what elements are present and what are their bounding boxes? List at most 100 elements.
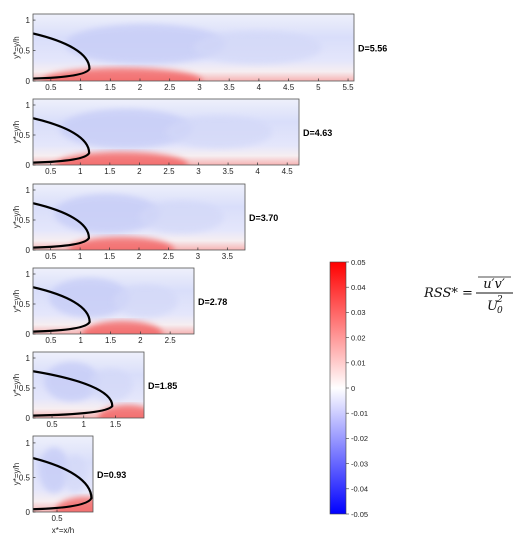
equation-denominator: U <box>487 299 499 314</box>
recirculation-contour <box>33 117 91 164</box>
y-axis-label: y*=y/h <box>12 290 21 312</box>
y-tick-label: 0 <box>26 246 31 255</box>
x-tick-label: 2 <box>137 252 142 261</box>
x-tick-label: 5 <box>316 83 321 92</box>
y-tick-label: 0.5 <box>19 216 31 225</box>
negative-stress-region <box>65 24 226 65</box>
y-tick-label: 0 <box>26 414 31 423</box>
x-tick-label: 0.5 <box>45 336 57 345</box>
colorbar-tick-label: -0.01 <box>351 409 368 418</box>
colorbar-tick-label: 0.03 <box>351 308 366 317</box>
y-axis-label: y*=y/h <box>12 463 21 485</box>
x-tick-label: 1.5 <box>105 83 117 92</box>
colorbar: 0.05 0.04 0.03 0.02 0.01 0 -0.01 -0.02 -0.03 -0.0… <box>329 258 368 519</box>
y-tick-label: 1 <box>26 270 31 279</box>
recirculation-contour <box>33 286 91 333</box>
y-axis-label: y*=y/h <box>12 121 21 143</box>
axes-frame <box>32 435 94 513</box>
negative-stress-region <box>139 200 224 234</box>
negative-stress-region <box>49 277 130 318</box>
panel-463: 0.5 1 1.5 2 2.5 3 3.5 4 4.5 0 0.5 1 y*=y/h D=4.63 <box>12 98 332 176</box>
y-tick-label: 1 <box>26 16 31 25</box>
x-tick-label: 0.5 <box>45 167 57 176</box>
positive-stress-region <box>41 67 203 81</box>
rss-equation: RSS* = u′v′ U 02 <box>423 276 513 316</box>
equation-denominator-subscript: 0 <box>497 306 503 316</box>
x-tick-label: 4 <box>257 83 262 92</box>
y-tick-label: 0.5 <box>19 131 31 140</box>
axes-frame <box>32 13 355 82</box>
x-tick-label: 2.5 <box>164 83 176 92</box>
x-tick-label: 4 <box>255 167 260 176</box>
x-tick-label: 2.5 <box>163 167 175 176</box>
x-tick-label: 2.5 <box>165 336 177 345</box>
y-axis-label: y*=y/h <box>12 374 21 396</box>
x-tick-label: 2 <box>138 336 143 345</box>
x-tick-label: 4.5 <box>282 167 294 176</box>
negative-stress-region <box>113 284 178 318</box>
y-tick-label: 0.5 <box>19 47 31 56</box>
x-tick-label: 3 <box>196 167 201 176</box>
x-tick-label: 0.5 <box>45 83 57 92</box>
panel-185: 0.5 1 1.5 0 0.5 1 y*=y/h D=1.85 <box>12 351 177 429</box>
x-tick-label: 1.5 <box>105 336 117 345</box>
negative-stress-region <box>166 115 273 149</box>
colorbar-tick-label: 0.05 <box>351 258 366 267</box>
x-tick-label: 3 <box>196 252 201 261</box>
x-tick-label: 3.5 <box>224 83 236 92</box>
x-tick-label: 1 <box>78 252 83 261</box>
recirculation-contour <box>33 457 93 511</box>
depth-label: D=1.85 <box>148 381 177 391</box>
panel-278: 0.5 1 1.5 2 2.5 0 0.5 1 y*=y/h D=2.78 <box>12 267 227 345</box>
positive-stress-region <box>68 236 175 250</box>
colorbar-gradient <box>329 261 347 515</box>
y-tick-label: 1 <box>26 439 31 448</box>
colorbar-tick-label: -0.03 <box>351 459 368 468</box>
panel-093: 0.5 0 0.5 1 y*=y/h D=0.93 x*=x/h <box>12 435 126 535</box>
equation-lhs: RSS* = <box>423 286 473 301</box>
y-axis-label: y*=y/h <box>12 206 21 228</box>
negative-stress-region <box>193 30 322 65</box>
panel-370: 0.5 1 1.5 2 2.5 3 3.5 0 0.5 1 y*=y/h D=3.70 <box>12 183 278 261</box>
x-tick-label: 1 <box>78 83 83 92</box>
axes-frame <box>32 267 195 335</box>
y-tick-label: 1 <box>26 186 31 195</box>
x-tick-label: 0.5 <box>51 514 63 523</box>
y-tick-label: 1 <box>26 354 31 363</box>
x-tick-label: 1 <box>82 420 87 429</box>
colorbar-tick-label: -0.04 <box>351 485 368 494</box>
x-tick-label: 1.5 <box>104 167 116 176</box>
depth-label: D=5.56 <box>358 44 387 54</box>
colorbar-tick-label: 0.02 <box>351 333 366 342</box>
colorbar-tick-label: 0 <box>351 384 355 393</box>
x-tick-label: 1 <box>78 167 83 176</box>
y-tick-label: 0 <box>26 161 31 170</box>
colorbar-tick-label: -0.02 <box>351 434 368 443</box>
x-tick-label: 1 <box>78 336 83 345</box>
panel-556: 0.5 1 1.5 2 2.5 3 3.5 4 4.5 5 5.5 0 0.5 1 y*=y/h D=5.56 <box>12 13 387 92</box>
equation-numerator: u′v′ <box>483 277 505 292</box>
y-tick-label: 0 <box>26 77 31 86</box>
x-tick-label: 3 <box>197 83 202 92</box>
x-tick-label: 2 <box>138 83 143 92</box>
negative-stress-region <box>39 447 69 494</box>
depth-label: D=2.78 <box>198 297 227 307</box>
y-tick-label: 0 <box>26 330 31 339</box>
y-tick-label: 0.5 <box>19 384 31 393</box>
axes-frame <box>32 98 300 166</box>
x-tick-label: 1.5 <box>104 252 116 261</box>
negative-stress-region <box>59 108 193 149</box>
x-tick-label: 3.5 <box>223 167 235 176</box>
positive-stress-region <box>82 320 163 334</box>
y-tick-label: 0 <box>26 508 31 517</box>
x-tick-label: 0.5 <box>45 252 57 261</box>
x-tick-label: 5.5 <box>342 83 354 92</box>
negative-stress-region <box>44 361 100 402</box>
colorbar-tick-label: -0.05 <box>351 510 368 519</box>
x-tick-label: 3.5 <box>222 252 234 261</box>
x-tick-label: 2 <box>137 167 142 176</box>
x-tick-label: 4.5 <box>283 83 295 92</box>
x-axis-label: x*=x/h <box>52 526 74 535</box>
recirculation-contour <box>33 370 114 417</box>
